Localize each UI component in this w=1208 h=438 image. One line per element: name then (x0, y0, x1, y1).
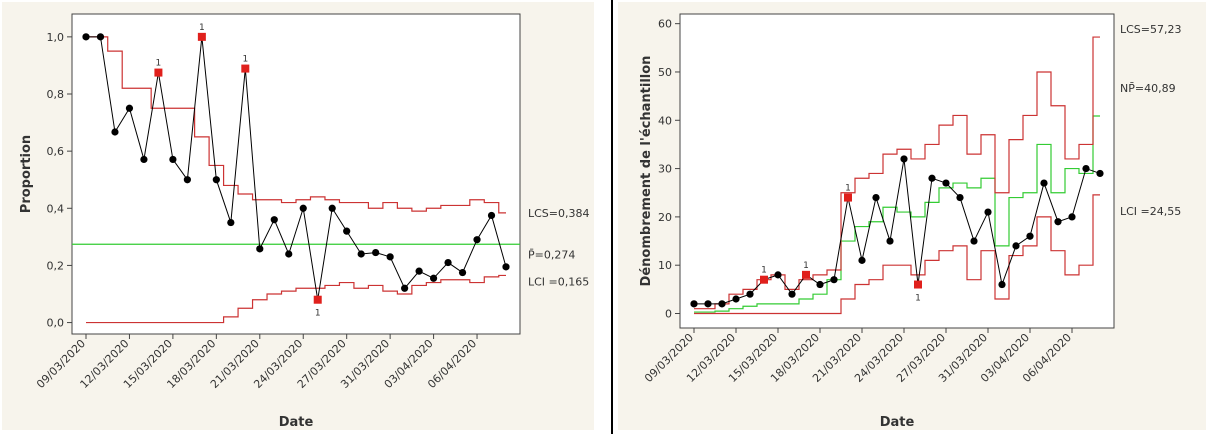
plot-area (679, 13, 1115, 329)
y-axis-title: Dénombrement de l'échantillon (639, 56, 654, 287)
data-point (285, 250, 293, 258)
data-point (227, 218, 235, 227)
data-point (1026, 232, 1034, 240)
upper-control-limit (86, 36, 506, 214)
center-line-label: P̄=0,274 (528, 248, 575, 261)
data-point (458, 268, 467, 277)
y-tick-label: 0,0 (47, 317, 65, 330)
data-point (328, 204, 336, 212)
out-of-control-point (760, 275, 768, 284)
data-point (872, 193, 880, 202)
data-point (1096, 169, 1104, 178)
center-line (694, 115, 1100, 313)
data-point (788, 290, 796, 298)
y-tick-label: 0,6 (47, 145, 65, 158)
data-point (746, 290, 754, 298)
data-point (444, 258, 452, 267)
data-point (429, 274, 438, 282)
out-of-control-point (844, 193, 852, 202)
center-line-label: NP̄=40,89 (1120, 82, 1176, 95)
y-tick-label: 10 (658, 259, 672, 272)
data-point (256, 245, 264, 253)
y-tick-label: 30 (658, 163, 672, 176)
data-point (928, 174, 936, 182)
data-point (169, 155, 177, 164)
data-point (956, 193, 964, 202)
data-point (998, 280, 1006, 289)
data-point (816, 280, 824, 289)
y-tick-label: 0 (665, 308, 672, 321)
out-of-control-label: 1 (156, 59, 162, 69)
data-point (96, 33, 105, 41)
data-point (942, 179, 950, 187)
y-axis-title: Proportion (19, 135, 34, 213)
lower-control-limit (86, 274, 506, 324)
y-tick-label: 40 (658, 114, 672, 127)
data-point (970, 237, 978, 245)
data-point (140, 155, 148, 164)
out-of-control-label: 1 (242, 55, 248, 65)
data-point (718, 300, 726, 308)
y-tick-label: 0,2 (47, 259, 65, 272)
y-tick-label: 20 (658, 211, 672, 224)
data-point (886, 237, 894, 245)
out-of-control-point (802, 270, 810, 279)
data-point (372, 248, 380, 257)
out-of-control-point (313, 295, 322, 304)
data-point (487, 211, 496, 220)
y-tick-label: 50 (658, 66, 672, 79)
data-point (984, 208, 992, 216)
out-of-control-label: 1 (761, 266, 767, 276)
out-of-control-point (241, 64, 250, 73)
data-point (357, 250, 365, 258)
y-tick-label: 0,4 (47, 202, 65, 215)
data-point (830, 276, 838, 284)
lcl-label: LCI =0,165 (528, 275, 589, 288)
out-of-control-label: 1 (199, 23, 205, 33)
data-point (401, 284, 409, 292)
out-of-control-label: 1 (845, 184, 851, 194)
data-point (386, 253, 394, 261)
data-point (125, 104, 134, 112)
y-tick-label: 1,0 (47, 31, 65, 44)
lower-control-limit (694, 194, 1100, 315)
ucl-label: LCS=57,23 (1120, 23, 1182, 36)
lcl-label: LCI =24,55 (1120, 205, 1181, 218)
data-point (473, 236, 481, 244)
plot-area (71, 13, 521, 335)
data-point (900, 155, 908, 163)
data-point (1082, 164, 1090, 173)
data-point (1040, 179, 1048, 187)
y-tick-label: 0,8 (47, 88, 65, 101)
data-point (1012, 242, 1020, 250)
data-point (111, 128, 119, 136)
out-of-control-label: 1 (803, 261, 809, 271)
y-tick-label: 60 (658, 18, 672, 31)
data-point (690, 300, 698, 308)
data-point (415, 267, 423, 275)
data-point (212, 176, 220, 184)
out-of-control-label: 1 (315, 309, 321, 319)
data-point (1068, 213, 1076, 221)
ucl-label: LCS=0,384 (528, 207, 590, 220)
data-point (704, 300, 712, 308)
data-point (343, 227, 351, 235)
data-point (1054, 218, 1062, 226)
out-of-control-point (154, 68, 163, 77)
data-point (858, 256, 866, 264)
data-point (732, 295, 740, 303)
data-point (183, 176, 191, 184)
data-point (774, 271, 782, 279)
data-point (502, 263, 510, 271)
out-of-control-point (914, 280, 922, 289)
out-of-control-label: 1 (915, 294, 921, 304)
data-point (299, 204, 307, 212)
x-axis-title: Date (279, 415, 314, 430)
out-of-control-point (197, 32, 206, 41)
data-point (270, 216, 278, 224)
x-axis-title: Date (880, 415, 915, 430)
data-point (82, 33, 90, 41)
